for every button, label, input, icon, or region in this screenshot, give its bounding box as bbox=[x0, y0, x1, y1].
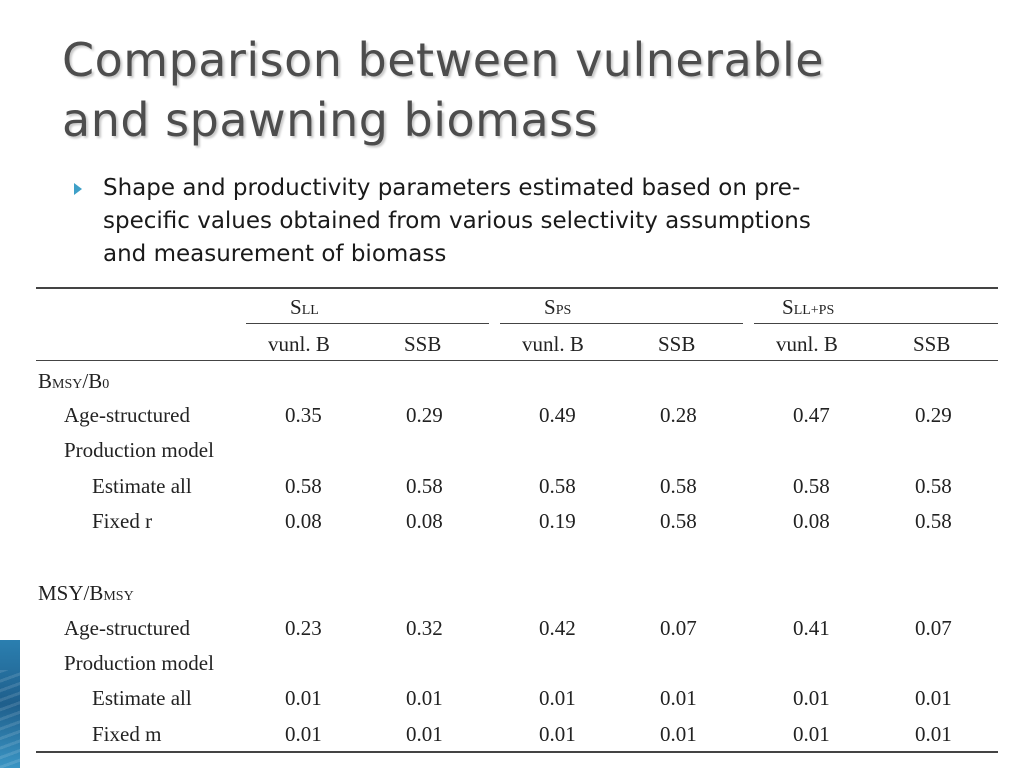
group-header-llps: SLL+PS bbox=[782, 295, 834, 320]
section2-main-1: MSY/B bbox=[38, 581, 104, 605]
bullet-text: Shape and productivity parameters estima… bbox=[103, 172, 974, 271]
table-cell: 0.01 bbox=[660, 686, 697, 710]
subheader-ll-vunl: vunl. B bbox=[268, 332, 330, 356]
bullet-line-2: specific values obtained from various se… bbox=[103, 208, 811, 234]
table-cell: 0.29 bbox=[915, 403, 952, 427]
table-cell: 0.08 bbox=[285, 509, 322, 533]
section1-sub-1: MSY bbox=[52, 377, 83, 392]
section2-sub-1: MSY bbox=[103, 589, 134, 604]
subheader-llps-ssb: SSB bbox=[913, 332, 951, 356]
table-cell: 0.29 bbox=[406, 403, 443, 427]
table-cell: 0.01 bbox=[539, 686, 576, 710]
subheader-llps-vunl: vunl. B bbox=[776, 332, 838, 356]
group-header-ps-sub: PS bbox=[555, 303, 572, 318]
table-bottom-rule bbox=[36, 751, 998, 753]
bullet-arrow-icon bbox=[74, 183, 82, 195]
row-label: Estimate all bbox=[92, 686, 192, 710]
group-rule-ps bbox=[500, 323, 743, 324]
table-cell: 0.49 bbox=[539, 403, 576, 427]
table-cell: 0.47 bbox=[793, 403, 830, 427]
table-cell: 0.23 bbox=[285, 616, 322, 640]
table-cell: 0.32 bbox=[406, 616, 443, 640]
table-cell: 0.28 bbox=[660, 403, 697, 427]
section1-sub-2: 0 bbox=[102, 377, 110, 392]
table-cell: 0.01 bbox=[285, 722, 322, 746]
row-label: Fixed m bbox=[92, 722, 162, 746]
group-rule-ll bbox=[246, 323, 489, 324]
table-cell: 0.01 bbox=[285, 686, 322, 710]
table-cell: 0.58 bbox=[915, 509, 952, 533]
row-label: Estimate all bbox=[92, 474, 192, 498]
group-header-ps-main: S bbox=[544, 295, 556, 319]
table-cell: 0.08 bbox=[406, 509, 443, 533]
subheader-ps-vunl: vunl. B bbox=[522, 332, 584, 356]
slide-title-line-1: Comparison between vulnerable bbox=[62, 33, 825, 87]
table-cell: 0.01 bbox=[793, 722, 830, 746]
table-cell: 0.01 bbox=[406, 686, 443, 710]
group-header-llps-sub: LL+PS bbox=[793, 303, 835, 318]
table-cell: 0.42 bbox=[539, 616, 576, 640]
slide-title: Comparison between vulnerable and spawni… bbox=[62, 30, 992, 150]
subheader-ps-ssb: SSB bbox=[658, 332, 696, 356]
table-cell: 0.58 bbox=[915, 474, 952, 498]
subheader-ll-ssb: SSB bbox=[404, 332, 442, 356]
decorative-accent-bar bbox=[0, 640, 20, 768]
comparison-table: SLL SPS SLL+PS vunl. B SSB vunl. B SSB v… bbox=[36, 287, 998, 757]
table-cell: 0.58 bbox=[539, 474, 576, 498]
row-label: Production model bbox=[64, 651, 214, 675]
table-cell: 0.58 bbox=[793, 474, 830, 498]
table-cell: 0.01 bbox=[539, 722, 576, 746]
group-header-ps: SPS bbox=[544, 295, 571, 320]
row-label: Age-structured bbox=[64, 403, 190, 427]
table-cell: 0.58 bbox=[285, 474, 322, 498]
table-cell: 0.01 bbox=[915, 686, 952, 710]
group-header-ll-sub: LL bbox=[301, 303, 319, 318]
table-cell: 0.58 bbox=[660, 474, 697, 498]
table-cell: 0.01 bbox=[406, 722, 443, 746]
table-cell: 0.58 bbox=[406, 474, 443, 498]
table-cell: 0.35 bbox=[285, 403, 322, 427]
table-top-rule bbox=[36, 287, 998, 289]
section-label-bmsy-b0: BMSY/B0 bbox=[38, 369, 109, 394]
section-label-msy-bmsy: MSY/BMSY bbox=[38, 581, 134, 606]
group-header-ll: SLL bbox=[290, 295, 319, 320]
table-cell: 0.01 bbox=[660, 722, 697, 746]
table-cell: 0.58 bbox=[660, 509, 697, 533]
table-cell: 0.07 bbox=[915, 616, 952, 640]
section1-main-1: B bbox=[38, 369, 53, 393]
table-cell: 0.19 bbox=[539, 509, 576, 533]
slide-title-line-2: and spawning biomass bbox=[62, 93, 599, 147]
row-label: Production model bbox=[64, 438, 214, 462]
bullet-line-3: and measurement of biomass bbox=[103, 241, 447, 267]
group-header-llps-main: S bbox=[782, 295, 794, 319]
header-bottom-rule bbox=[36, 360, 998, 361]
table-cell: 0.08 bbox=[793, 509, 830, 533]
section1-main-2: /B bbox=[82, 369, 103, 393]
group-rule-llps bbox=[754, 323, 998, 324]
row-label: Fixed r bbox=[92, 509, 153, 533]
row-label: Age-structured bbox=[64, 616, 190, 640]
table-cell: 0.01 bbox=[915, 722, 952, 746]
table-cell: 0.07 bbox=[660, 616, 697, 640]
bullet-point: Shape and productivity parameters estima… bbox=[74, 172, 974, 271]
group-header-ll-main: S bbox=[290, 295, 302, 319]
bullet-line-1: Shape and productivity parameters estima… bbox=[103, 175, 801, 201]
table-cell: 0.41 bbox=[793, 616, 830, 640]
table-cell: 0.01 bbox=[793, 686, 830, 710]
